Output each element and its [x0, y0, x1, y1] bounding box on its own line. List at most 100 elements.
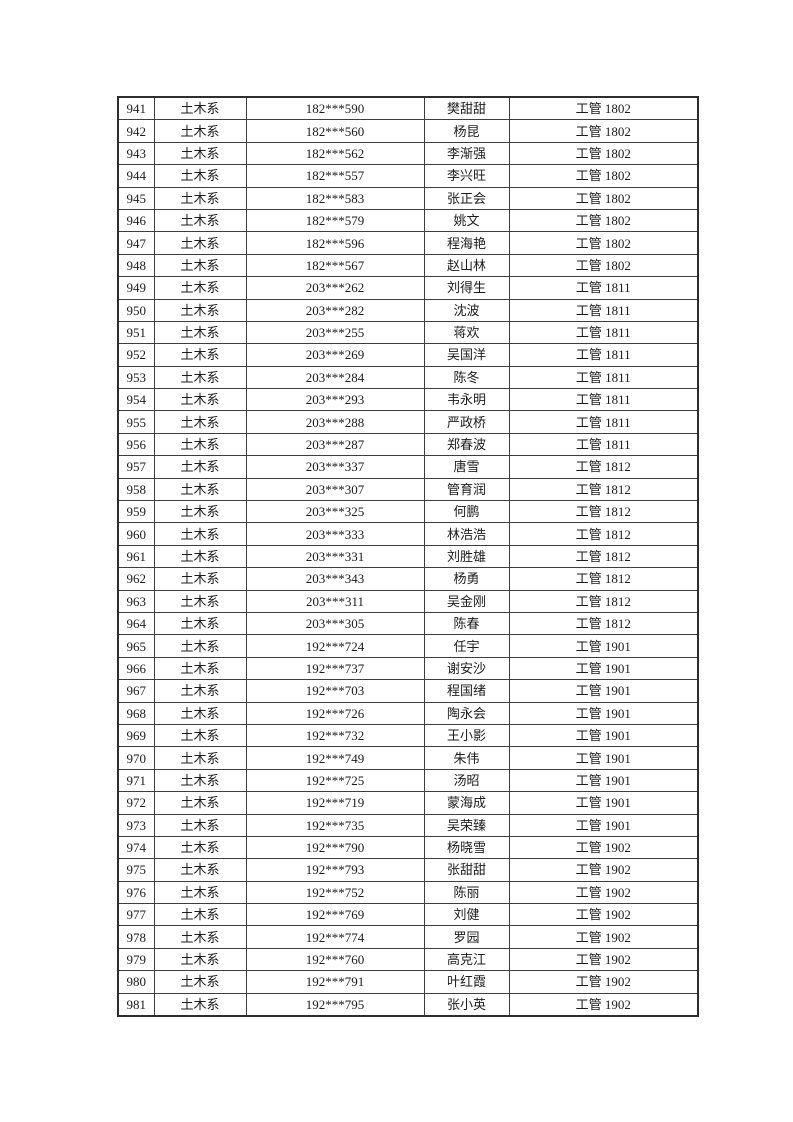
table-row: 963 土木系 203***311 吴金刚 工管 1812 [117, 589, 699, 613]
cell-name: 朱伟 [423, 746, 510, 770]
cell-name: 林浩浩 [423, 522, 510, 546]
cell-student-id: 192***769 [245, 903, 425, 927]
cell-no: 957 [117, 455, 155, 479]
table-row: 960 土木系 203***333 林浩浩 工管 1812 [117, 522, 699, 546]
cell-department: 土木系 [153, 320, 247, 345]
cell-class-name: 工管 1902 [508, 835, 699, 860]
cell-department: 土木系 [153, 679, 247, 703]
cell-name: 吴国洋 [423, 343, 510, 367]
cell-department: 土木系 [153, 544, 247, 569]
cell-class-name: 工管 1811 [508, 410, 699, 434]
table-row: 979 土木系 192***760 高克江 工管 1902 [117, 947, 699, 972]
cell-no: 955 [117, 410, 155, 434]
cell-no: 976 [117, 880, 155, 905]
cell-student-id: 203***333 [245, 522, 425, 546]
table-row: 980 土木系 192***791 叶红霞 工管 1902 [117, 970, 699, 994]
table-row: 943 土木系 182***562 李渐强 工管 1802 [117, 141, 699, 166]
cell-class-name: 工管 1812 [508, 500, 699, 524]
cell-name: 张小英 [423, 992, 510, 1017]
cell-student-id: 192***724 [245, 634, 425, 658]
cell-student-id: 203***331 [245, 544, 425, 569]
cell-department: 土木系 [153, 656, 247, 681]
cell-name: 蒙海成 [423, 791, 510, 815]
cell-class-name: 工管 1812 [508, 544, 699, 569]
cell-no: 951 [117, 320, 155, 345]
cell-student-id: 192***735 [245, 813, 425, 837]
cell-no: 958 [117, 477, 155, 502]
cell-no: 948 [117, 253, 155, 278]
cell-name: 何鹏 [423, 500, 510, 524]
cell-department: 土木系 [153, 723, 247, 748]
cell-name: 姚文 [423, 208, 510, 233]
cell-name: 刘胜雄 [423, 544, 510, 569]
cell-department: 土木系 [153, 186, 247, 210]
cell-name: 陶永会 [423, 701, 510, 725]
cell-name: 管育润 [423, 477, 510, 502]
cell-class-name: 工管 1802 [508, 231, 699, 255]
cell-student-id: 203***288 [245, 410, 425, 434]
cell-class-name: 工管 1901 [508, 768, 699, 793]
cell-student-id: 203***284 [245, 365, 425, 390]
cell-student-id: 182***560 [245, 119, 425, 143]
cell-class-name: 工管 1802 [508, 141, 699, 166]
cell-department: 土木系 [153, 522, 247, 546]
cell-name: 唐雪 [423, 455, 510, 479]
cell-name: 杨昆 [423, 119, 510, 143]
table-row: 944 土木系 182***557 李兴旺 工管 1802 [117, 164, 699, 188]
cell-name: 刘得生 [423, 276, 510, 300]
table-row: 977 土木系 192***769 刘健 工管 1902 [117, 903, 699, 927]
cell-student-id: 203***287 [245, 432, 425, 457]
cell-name: 陈冬 [423, 365, 510, 390]
table-row: 975 土木系 192***793 张甜甜 工管 1902 [117, 858, 699, 882]
cell-student-id: 203***282 [245, 298, 425, 322]
cell-class-name: 工管 1902 [508, 992, 699, 1017]
cell-no: 966 [117, 656, 155, 681]
cell-no: 978 [117, 925, 155, 949]
cell-student-id: 192***760 [245, 947, 425, 972]
cell-name: 吴荣臻 [423, 813, 510, 837]
cell-department: 土木系 [153, 970, 247, 994]
cell-no: 959 [117, 500, 155, 524]
student-roster-body: 941 土木系 182***590 樊甜甜 工管 1802 942 土木系 182***560… [117, 96, 699, 1017]
cell-student-id: 182***596 [245, 231, 425, 255]
cell-class-name: 工管 1901 [508, 634, 699, 658]
cell-student-id: 203***305 [245, 611, 425, 636]
cell-name: 沈波 [423, 298, 510, 322]
cell-class-name: 工管 1802 [508, 164, 699, 188]
cell-no: 973 [117, 813, 155, 837]
cell-department: 土木系 [153, 611, 247, 636]
cell-name: 严政桥 [423, 410, 510, 434]
cell-department: 土木系 [153, 500, 247, 524]
table-row: 956 土木系 203***287 郑春波 工管 1811 [117, 432, 699, 457]
cell-student-id: 182***567 [245, 253, 425, 278]
cell-student-id: 203***343 [245, 567, 425, 591]
cell-department: 土木系 [153, 141, 247, 166]
cell-no: 975 [117, 858, 155, 882]
cell-department: 土木系 [153, 477, 247, 502]
cell-class-name: 工管 1812 [508, 522, 699, 546]
cell-student-id: 182***557 [245, 164, 425, 188]
table-row: 968 土木系 192***726 陶永会 工管 1901 [117, 701, 699, 725]
table-row: 965 土木系 192***724 任宇 工管 1901 [117, 634, 699, 658]
cell-class-name: 工管 1812 [508, 567, 699, 591]
cell-student-id: 203***293 [245, 388, 425, 412]
table-row: 942 土木系 182***560 杨昆 工管 1802 [117, 119, 699, 143]
cell-department: 土木系 [153, 746, 247, 770]
cell-no: 946 [117, 208, 155, 233]
cell-no: 965 [117, 634, 155, 658]
cell-name: 王小影 [423, 723, 510, 748]
cell-student-id: 192***774 [245, 925, 425, 949]
cell-department: 土木系 [153, 589, 247, 613]
cell-department: 土木系 [153, 634, 247, 658]
cell-student-id: 192***749 [245, 746, 425, 770]
cell-name: 樊甜甜 [423, 96, 510, 121]
cell-student-id: 203***337 [245, 455, 425, 479]
cell-name: 陈春 [423, 611, 510, 636]
cell-no: 981 [117, 992, 155, 1017]
cell-no: 962 [117, 567, 155, 591]
table-row: 967 土木系 192***703 程国绪 工管 1901 [117, 679, 699, 703]
cell-class-name: 工管 1901 [508, 656, 699, 681]
cell-department: 土木系 [153, 119, 247, 143]
cell-no: 960 [117, 522, 155, 546]
table-row: 964 土木系 203***305 陈春 工管 1812 [117, 611, 699, 636]
